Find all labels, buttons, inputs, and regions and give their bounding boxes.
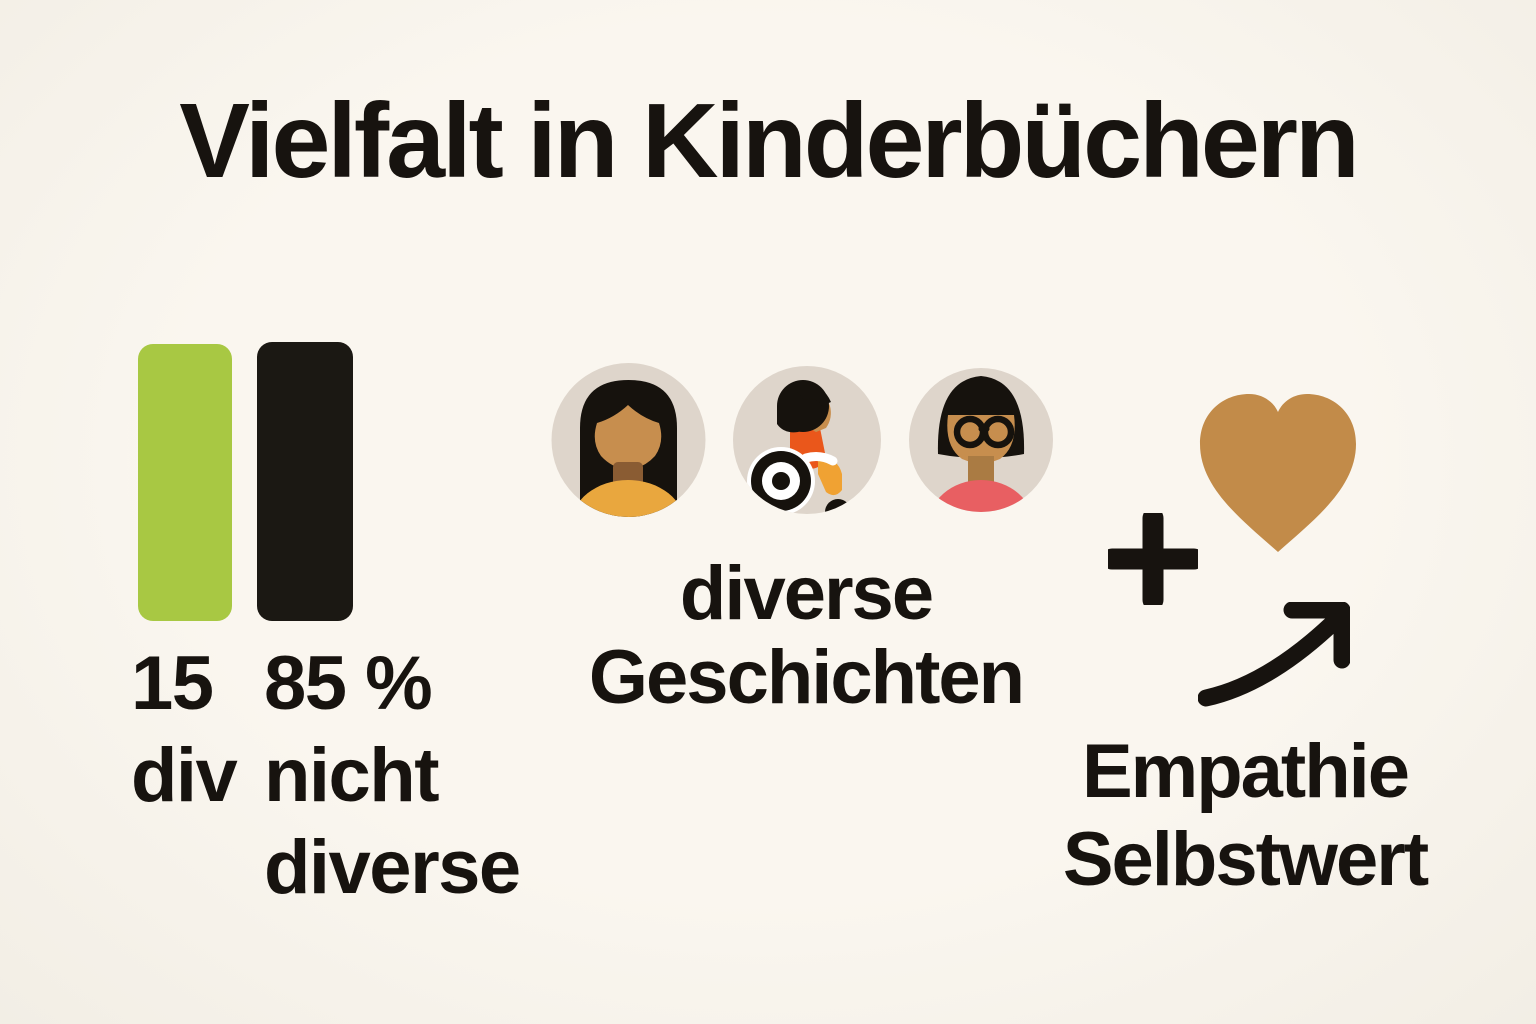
avatar-woman-long-hair-icon — [551, 363, 706, 517]
page-title: Vielfalt in Kinderbüchern — [179, 82, 1360, 200]
bar-diverse-value: 15 — [131, 641, 214, 726]
avatar-person-glasses-icon — [909, 368, 1053, 512]
bar-diverse-label: div — [131, 733, 238, 818]
bar-not-diverse-label-line1: nicht — [264, 733, 440, 818]
bar-not-diverse-value: 85 % — [264, 641, 433, 726]
caption-empathie-selbstwert: Empathie Selbstwert — [1045, 728, 1445, 904]
bar-not-diverse-label-line2: diverse — [264, 825, 521, 910]
caption-middle-line2: Geschichten — [588, 635, 1025, 720]
plus-icon — [1108, 513, 1198, 605]
avatar-wheelchair-user-icon — [733, 366, 881, 514]
caption-right-line2: Selbstwert — [1062, 817, 1429, 902]
bar-not-diverse — [257, 342, 353, 621]
bar-diverse-labels: 15 div — [131, 638, 238, 822]
bar-not-diverse-labels: 85 % nicht diverse — [264, 638, 521, 914]
heart-icon — [1200, 394, 1356, 552]
caption-diverse-geschichten: diverse Geschichten — [556, 552, 1056, 720]
caption-middle-line1: diverse — [679, 551, 934, 636]
caption-right-line1: Empathie — [1081, 729, 1410, 814]
arrow-up-right-icon — [1198, 602, 1350, 707]
bar-diverse — [138, 344, 232, 621]
